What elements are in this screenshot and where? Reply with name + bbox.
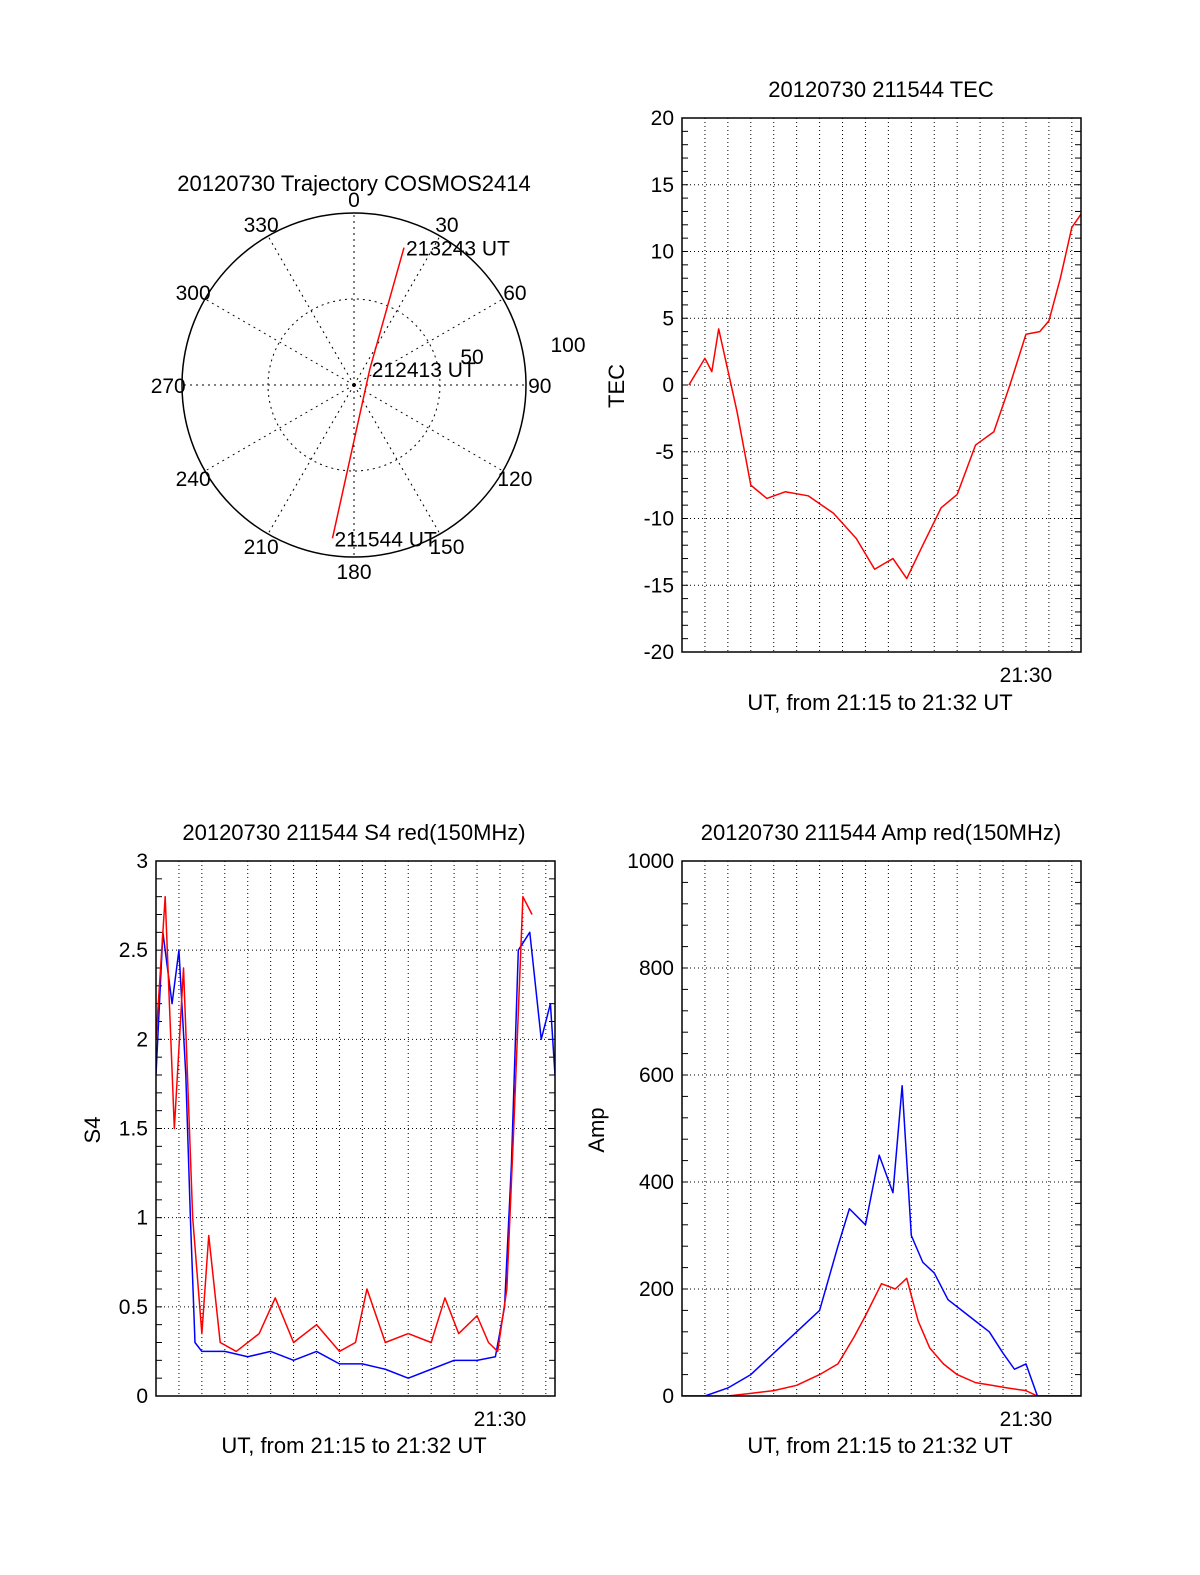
polar-angle-labels: 0 30 60 90 120 150 180 210 240 270 300 330	[151, 189, 552, 584]
y-tick-label: 600	[639, 1064, 674, 1087]
series-group	[682, 1084, 1081, 1396]
y-tick-label: 10	[651, 241, 674, 264]
polar-angle-label: 150	[429, 536, 464, 559]
y-tick-label: 800	[639, 957, 674, 980]
series-line-0	[156, 931, 555, 1379]
y-tick-label: 1000	[627, 850, 674, 873]
tec-title: 20120730 211544 TEC	[768, 77, 994, 102]
polar-grid-spoke	[353, 298, 504, 386]
series-line-0	[688, 213, 1081, 580]
polar-grid-spoke	[267, 235, 355, 386]
polar-angle-label: 270	[151, 375, 186, 398]
series-line-1	[156, 895, 533, 1353]
y-tick-label: 0	[136, 1385, 148, 1408]
polar-time-annotation: 212413 UT	[372, 359, 476, 382]
s4-ylabel: S4	[80, 1117, 105, 1144]
plot-frame	[155, 860, 556, 1397]
y-tick-label: 5	[662, 307, 674, 330]
polar-grid-spoke	[353, 384, 504, 472]
polar-outer-circle	[181, 212, 527, 558]
polar-angle-label: 180	[336, 561, 371, 584]
polar-annotations: 213243 UT 212413 UT 211544 UT	[334, 238, 510, 552]
plot-frame	[681, 117, 1082, 653]
polar-angle-label: 240	[176, 468, 211, 491]
tec-ylabel: TEC	[604, 364, 629, 408]
amp-ylabel: Amp	[584, 1107, 609, 1152]
s4-plot-area: 0 0.5 1 1.5 2 2.5 3 21:30	[119, 850, 556, 1431]
y-tick-label: 0	[662, 374, 674, 397]
amp-title: 20120730 211544 Amp red(150MHz)	[701, 820, 1061, 845]
y-tick-label: 20	[651, 107, 674, 130]
polar-grid-spoke	[204, 384, 355, 472]
polar-angle-label: 120	[497, 468, 532, 491]
y-tick-label: -20	[644, 641, 674, 664]
polar-angle-label: 90	[528, 375, 551, 398]
polar-radial-labels: 50 100	[460, 334, 585, 369]
s4-title: 20120730 211544 S4 red(150MHz)	[182, 820, 525, 845]
tec-xlabel: UT, from 21:15 to 21:32 UT	[747, 690, 1012, 715]
polar-time-annotation: 211544 UT	[334, 528, 437, 551]
amp-panel: 20120730 211544 Amp red(150MHz) UT, from…	[584, 820, 1082, 1458]
polar-angle-label: 0	[348, 189, 360, 212]
y-tick-label: -15	[644, 574, 674, 597]
y-tick-label: 400	[639, 1171, 674, 1194]
polar-grid-spoke	[353, 384, 441, 535]
y-tick-label: 1	[136, 1207, 148, 1230]
polar-grid-spoke	[267, 384, 355, 535]
polar-angle-label: 330	[244, 214, 279, 237]
polar-trajectory-line	[331, 247, 405, 539]
tec-panel: 20120730 211544 TEC UT, from 21:15 to 21…	[604, 77, 1082, 715]
plot-frame	[681, 860, 1082, 1397]
y-tick-label: 0	[662, 1385, 674, 1408]
y-tick-label: 3	[136, 850, 148, 873]
polar-angle-label: 30	[435, 214, 458, 237]
polar-grid	[181, 212, 527, 558]
polar-angle-label: 210	[244, 536, 279, 559]
polar-time-annotation: 213243 UT	[406, 238, 510, 261]
polar-title: 20120730 Trajectory COSMOS2414	[177, 171, 530, 196]
x-tick-label: 21:30	[474, 1408, 527, 1431]
y-tick-label: 2	[136, 1028, 148, 1051]
y-tick-label: 2.5	[119, 939, 148, 962]
amp-xlabel: UT, from 21:15 to 21:32 UT	[747, 1433, 1012, 1458]
amp-plot-area: 0 200 400 600 800 1000 21:30	[627, 850, 1082, 1431]
polar-trajectory-panel: 20120730 Trajectory COSMOS2414 0 30 60 90 12…	[151, 171, 586, 584]
x-tick-label: 21:30	[1000, 1408, 1053, 1431]
polar-radial-label: 100	[550, 334, 585, 357]
s4-panel: 20120730 211544 S4 red(150MHz) UT, from …	[80, 820, 556, 1458]
polar-angle-label: 300	[176, 282, 211, 305]
x-tick-label: 21:30	[1000, 664, 1053, 687]
series-line-1	[682, 1277, 1081, 1396]
polar-angle-label: 60	[503, 282, 526, 305]
y-tick-label: 15	[651, 174, 674, 197]
y-tick-label: -5	[655, 441, 674, 464]
y-tick-label: 1.5	[119, 1118, 148, 1141]
y-tick-label: 200	[639, 1278, 674, 1301]
series-line-0	[682, 1084, 1081, 1396]
tec-plot-area: -20 -15 -10 -5 0 5 10 15 20 21:30	[644, 107, 1082, 687]
polar-radial-label: 50	[460, 346, 483, 369]
y-tick-label: 0.5	[119, 1296, 148, 1319]
s4-xlabel: UT, from 21:15 to 21:32 UT	[221, 1433, 486, 1458]
y-tick-label: -10	[644, 508, 674, 531]
polar-series	[331, 247, 405, 539]
polar-grid-spoke	[353, 235, 441, 386]
series-group	[156, 895, 555, 1379]
series-group	[688, 213, 1081, 580]
polar-grid-spoke	[204, 298, 355, 386]
